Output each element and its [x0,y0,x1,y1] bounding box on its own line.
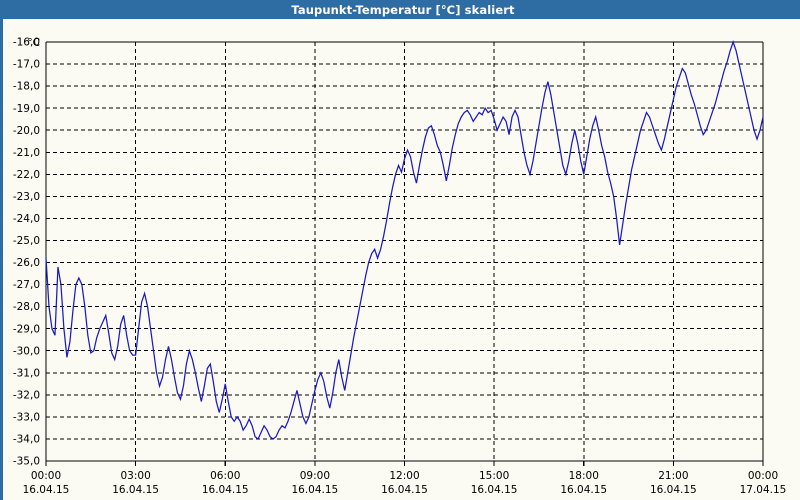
x-tick-time-label: 15:00 [479,470,509,482]
x-tick-time-label: 00:00 [31,470,61,482]
x-tick-date-label: 16.04.15 [23,484,70,496]
series-dewpoint-temperature [45,40,764,440]
y-tick-label: -34,0 [13,434,40,446]
data-line-dewpoint [45,40,764,440]
x-tick-date-label: 16.04.15 [202,484,249,496]
chart-canvas: -16,0 -17,0 -18,0 -19,0 -20,0 -21,0 -22,0 -23,0… [3,19,800,500]
y-axis-labels: -16,0 -17,0 -18,0 -19,0 -20,0 -21,0 -22,0 -23,0… [13,37,40,468]
y-tick-label: -22,0 [13,169,40,181]
y-tick-label: -19,0 [13,103,40,115]
y-tick-label: -21,0 [13,147,40,159]
y-tick-label: -18,0 [13,81,40,93]
y-tick-label: -33,0 [13,411,40,423]
x-tick-date-label: 16.04.15 [471,484,518,496]
x-tick-date-label: 16.04.15 [291,484,338,496]
y-tick-label: -25,0 [13,235,40,247]
y-tick-label: -35,0 [13,456,40,468]
grid-lines [46,41,763,461]
window-title-bar: Taupunkt-Temperatur [°C] skaliert [3,0,800,19]
y-tick-label: -26,0 [13,257,40,269]
x-tick-date-label: 16.04.15 [381,484,428,496]
y-axis-unit-label: °C [27,37,40,49]
y-tick-label: -28,0 [13,301,40,313]
x-tick-date-label: 17.04.15 [740,484,787,496]
x-tick-time-label: 06:00 [210,470,240,482]
plot-axes [45,41,764,462]
y-tick-label: -30,0 [13,345,40,357]
y-tick-label: -20,0 [13,125,40,137]
y-tick-label: -24,0 [13,213,40,225]
x-tick-time-label: 18:00 [569,470,599,482]
x-tick-date-label: 16.04.15 [112,484,159,496]
x-axis-labels: 00:00 16.04.15 03:00 16.04.15 06:00 16.04.15 0… [23,470,787,496]
x-tick-date-label: 16.04.15 [650,484,697,496]
x-tick-time-label: 09:00 [300,470,330,482]
x-tick-date-label: 16.04.15 [560,484,607,496]
y-tick-label: -23,0 [13,191,40,203]
y-tick-label: -27,0 [13,279,40,291]
dewpoint-line-chart: -16,0 -17,0 -18,0 -19,0 -20,0 -21,0 -22,0 -23,0… [13,37,787,496]
axis-ticks [45,461,764,466]
y-tick-label: -16,0 [13,37,40,49]
x-tick-time-label: 12:00 [389,470,419,482]
x-tick-time-label: 00:00 [748,470,778,482]
y-tick-label: -31,0 [13,367,40,379]
page-title: Taupunkt-Temperatur [°C] skaliert [291,2,515,17]
y-tick-label: -32,0 [13,389,40,401]
x-tick-time-label: 21:00 [658,470,688,482]
x-tick-time-label: 03:00 [120,470,150,482]
y-tick-label: -17,0 [13,59,40,71]
y-tick-label: -29,0 [13,323,40,335]
